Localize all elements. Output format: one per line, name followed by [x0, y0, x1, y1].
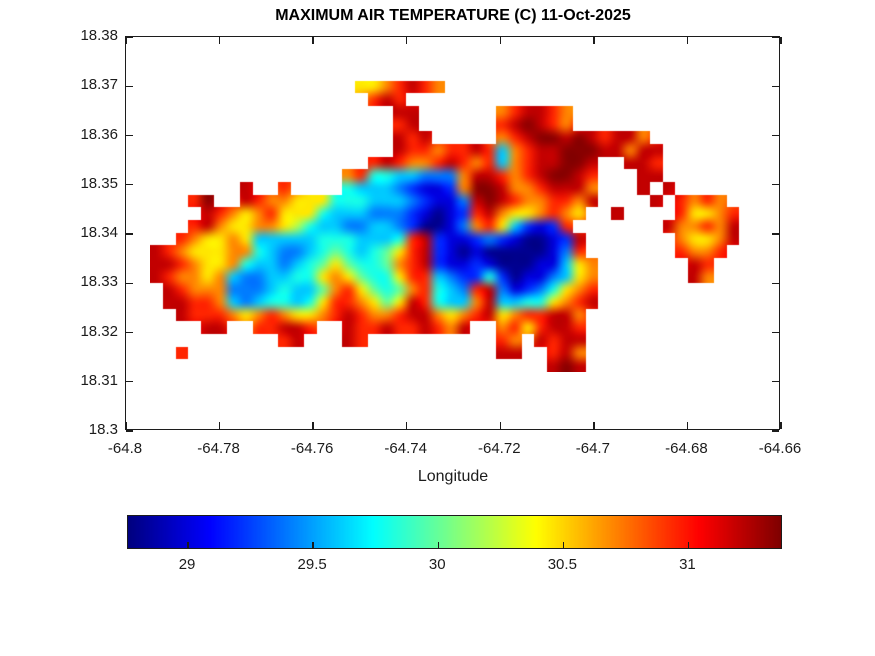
x-tick-label: -64.78 [197, 440, 240, 457]
x-tick [780, 422, 782, 429]
x-axis-label: Longitude [417, 468, 489, 485]
x-tick [218, 37, 221, 44]
x-tick-label: -64.76 [290, 440, 334, 457]
x-tick [780, 37, 782, 44]
colorbar-tick [562, 542, 565, 548]
x-tick [406, 37, 408, 44]
x-tick [125, 422, 127, 429]
y-tick [126, 331, 133, 334]
y-tick [126, 85, 133, 87]
y-tick [126, 430, 133, 432]
colorbar-tick-label: 29 [178, 556, 196, 573]
colorbar-tick [187, 542, 189, 548]
y-tick [772, 85, 779, 87]
y-tick [772, 282, 779, 284]
x-tick [125, 37, 127, 44]
y-tick-label: 18.37 [80, 76, 118, 94]
colorbar [127, 515, 782, 549]
y-tick [772, 36, 779, 38]
x-tick-label: -64.66 [758, 440, 802, 457]
colorbar-tick [437, 542, 439, 548]
x-tick-label: -64.8 [107, 440, 143, 457]
colorbar-tick [687, 542, 690, 548]
x-tick [686, 37, 689, 44]
y-tick-label: 18.34 [80, 224, 118, 241]
y-tick [772, 430, 779, 432]
y-tick-label: 18.36 [80, 125, 118, 143]
y-tick [126, 36, 133, 38]
x-tick-label: -64.74 [384, 440, 427, 457]
x-tick [499, 37, 501, 44]
x-tick-label: -64.68 [665, 440, 708, 457]
y-tick-label: 18.38 [80, 27, 118, 44]
y-tick [772, 134, 779, 137]
y-tick [772, 381, 779, 383]
colorbar-tick-label: 29.5 [297, 556, 327, 573]
y-tick [126, 184, 133, 186]
heatmap-canvas [150, 68, 765, 372]
plot-title: MAXIMUM AIR TEMPERATURE (C) 11-Oct-2025 [275, 7, 631, 24]
y-tick-label: 18.35 [80, 174, 118, 192]
y-tick-label: 18.33 [80, 273, 118, 291]
x-tick [686, 422, 689, 429]
y-tick [772, 233, 779, 235]
x-tick [499, 422, 501, 429]
colorbar-tick-label: 30.5 [547, 556, 577, 573]
x-tick [406, 422, 408, 429]
plot-area [125, 36, 782, 432]
colorbar-tick-label: 31 [679, 556, 696, 573]
colorbar-canvas [128, 516, 781, 548]
x-tick-label: -64.7 [575, 440, 610, 457]
x-tick [593, 37, 595, 44]
x-tick [312, 422, 314, 429]
y-tick [126, 282, 133, 284]
colorbar-tick-label: 30 [428, 556, 446, 573]
y-tick-label: 18.32 [80, 322, 118, 340]
y-tick [126, 381, 133, 383]
y-tick [126, 233, 133, 235]
x-tick [312, 37, 314, 44]
y-tick [772, 184, 779, 186]
y-tick-label: 18.31 [80, 371, 118, 389]
colorbar-tick [312, 542, 314, 548]
x-tick [218, 422, 221, 429]
y-tick [126, 134, 133, 137]
y-tick [772, 331, 779, 334]
x-tick-label: -64.72 [478, 440, 521, 457]
x-tick [593, 422, 595, 429]
y-tick-label: 18.3 [88, 421, 118, 438]
